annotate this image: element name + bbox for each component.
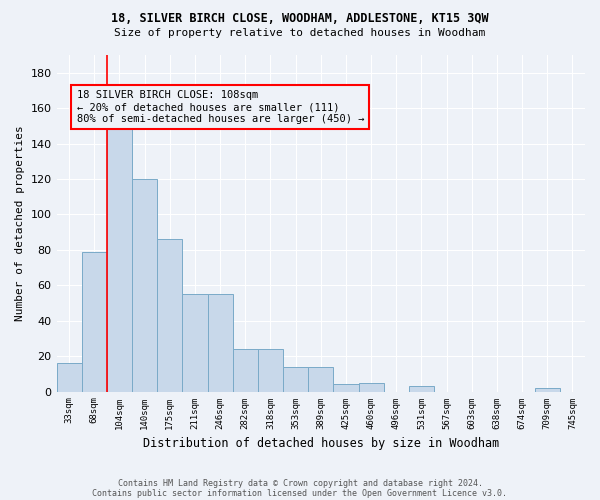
Bar [359, 382, 383, 392]
Y-axis label: Number of detached properties: Number of detached properties [15, 126, 25, 321]
Bar [182, 294, 208, 392]
Text: 18 SILVER BIRCH CLOSE: 108sqm
← 20% of detached houses are smaller (111)
80% of : 18 SILVER BIRCH CLOSE: 108sqm ← 20% of d… [77, 90, 364, 124]
Bar [56, 363, 82, 392]
Text: 18, SILVER BIRCH CLOSE, WOODHAM, ADDLESTONE, KT15 3QW: 18, SILVER BIRCH CLOSE, WOODHAM, ADDLEST… [111, 12, 489, 26]
Text: Contains HM Land Registry data © Crown copyright and database right 2024.: Contains HM Land Registry data © Crown c… [118, 478, 482, 488]
Bar [409, 386, 434, 392]
Bar [82, 252, 107, 392]
Bar [283, 367, 308, 392]
Bar [157, 239, 182, 392]
Text: Size of property relative to detached houses in Woodham: Size of property relative to detached ho… [115, 28, 485, 38]
Bar [132, 179, 157, 392]
Bar [258, 349, 283, 392]
X-axis label: Distribution of detached houses by size in Woodham: Distribution of detached houses by size … [143, 437, 499, 450]
Bar [334, 384, 359, 392]
Bar [233, 349, 258, 392]
Bar [308, 367, 334, 392]
Bar [208, 294, 233, 392]
Text: Contains public sector information licensed under the Open Government Licence v3: Contains public sector information licen… [92, 488, 508, 498]
Bar [535, 388, 560, 392]
Bar [107, 126, 132, 392]
